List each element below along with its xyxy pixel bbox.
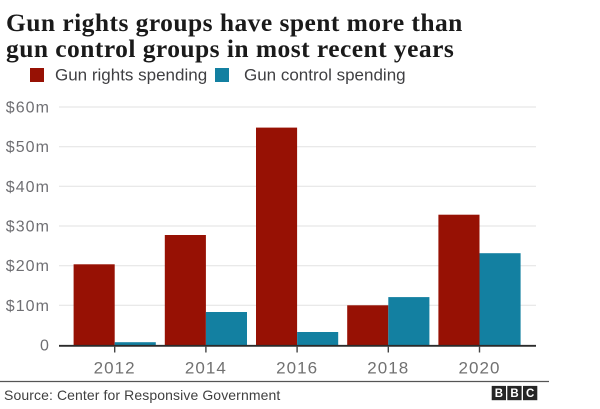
svg-text:Gun control spending: Gun control spending — [244, 66, 406, 85]
svg-text:$30m: $30m — [6, 219, 50, 236]
svg-text:2016: 2016 — [276, 359, 318, 378]
svg-text:Gun rights groups have spent m: Gun rights groups have spent more than — [6, 8, 463, 37]
svg-text:B: B — [510, 388, 518, 400]
svg-text:2012: 2012 — [94, 359, 136, 378]
svg-text:$40m: $40m — [6, 179, 50, 196]
svg-text:$60m: $60m — [6, 100, 50, 117]
svg-text:Source: Center for Responsive: Source: Center for Responsive Government — [4, 387, 280, 403]
svg-text:$50m: $50m — [6, 139, 50, 156]
svg-text:$20m: $20m — [6, 258, 50, 275]
svg-text:2020: 2020 — [458, 359, 500, 378]
svg-text:gun control groups in most rec: gun control groups in most recent years — [6, 34, 454, 63]
svg-text:2014: 2014 — [185, 359, 227, 378]
svg-text:Gun rights spending: Gun rights spending — [55, 66, 207, 85]
svg-text:$10m: $10m — [6, 298, 50, 315]
svg-text:2018: 2018 — [367, 359, 409, 378]
svg-text:C: C — [526, 388, 534, 400]
svg-text:B: B — [495, 388, 503, 400]
svg-text:0: 0 — [40, 338, 50, 355]
